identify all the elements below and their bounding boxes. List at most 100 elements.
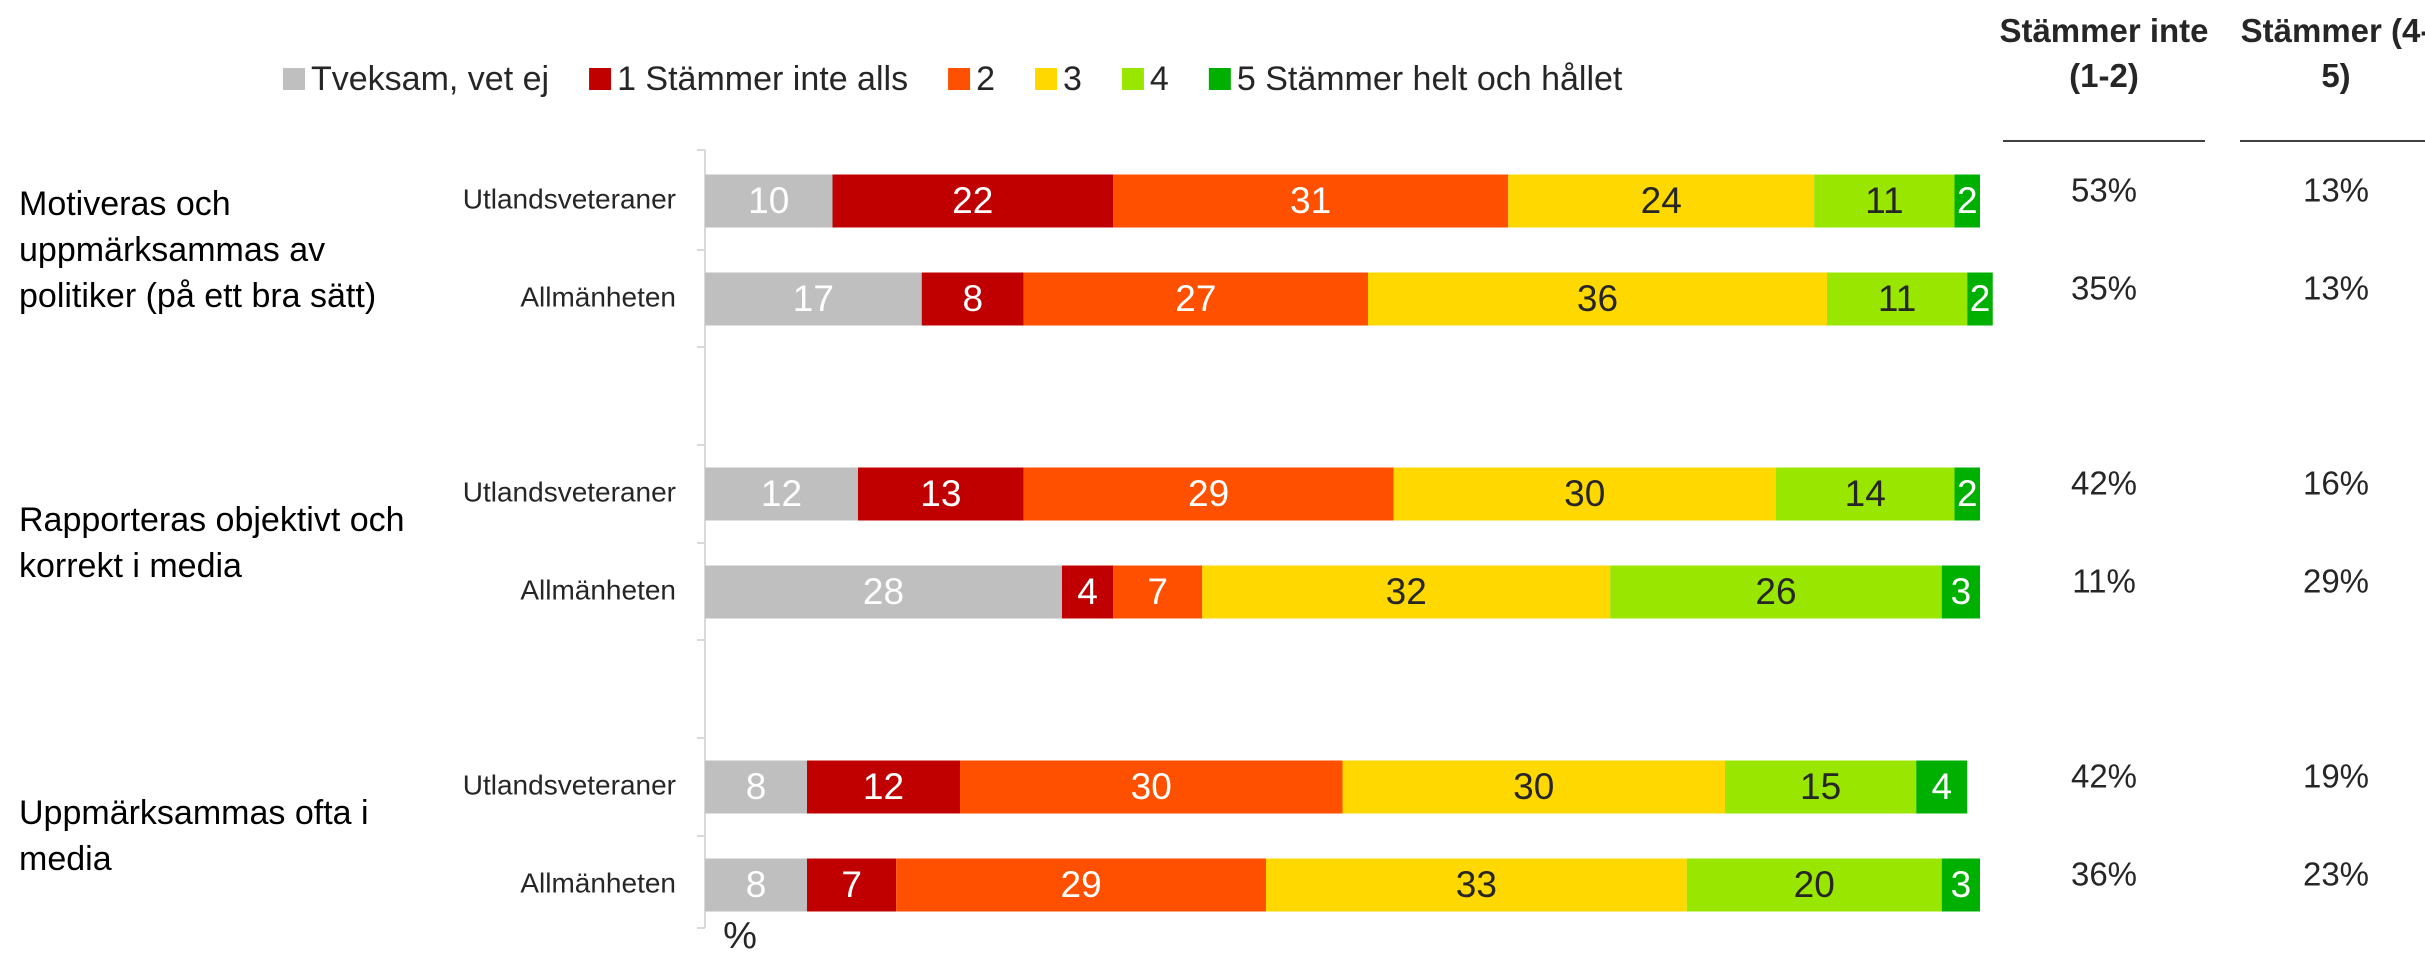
- bar-segment: [1113, 174, 1509, 228]
- column-value: 23%: [2303, 856, 2369, 893]
- bar-segment: [807, 760, 960, 814]
- bar-value-label: 10: [748, 180, 789, 221]
- bar-value-label: 26: [1755, 571, 1796, 612]
- legend-label: 4: [1150, 60, 1169, 98]
- legend-label: 2: [976, 60, 995, 98]
- legend-label: 1 Stämmer inte alls: [617, 60, 908, 98]
- bar-segment: [1266, 858, 1687, 912]
- bar-segment: [705, 565, 1062, 619]
- legend-label: Tveksam, vet ej: [311, 60, 549, 98]
- bar-value-label: 2: [1970, 278, 1991, 319]
- legend-swatch: [948, 68, 971, 90]
- bar-value-label: 28: [863, 571, 904, 612]
- column-value: 13%: [2303, 172, 2369, 209]
- bar-segment: [1916, 760, 1968, 814]
- bar-value-label: 7: [1147, 571, 1168, 612]
- bar-segment: [1023, 272, 1368, 326]
- bar-value-label: 33: [1456, 864, 1497, 905]
- bar-value-label: 30: [1131, 766, 1172, 807]
- bar-segment: [807, 858, 897, 912]
- bar-value-label: 4: [1077, 571, 1098, 612]
- legend-label: 3: [1063, 60, 1082, 98]
- bar-value-label: 32: [1386, 571, 1427, 612]
- bar-value-label: 7: [841, 864, 862, 905]
- legend-swatch: [1208, 68, 1231, 90]
- bar-segment: [705, 174, 833, 228]
- column-value: 42%: [2071, 758, 2137, 795]
- bar-value-label: 2: [1957, 180, 1978, 221]
- column-value: 42%: [2071, 465, 2137, 502]
- category-label: Allmänheten: [520, 574, 676, 605]
- category-label: Allmänheten: [520, 867, 676, 898]
- legend-swatch: [589, 68, 612, 90]
- bar-segment: [896, 858, 1266, 912]
- bar-value-label: 12: [761, 473, 802, 514]
- bar-segment: [1954, 174, 1980, 228]
- group-label: Rapporteras objektivt och korrekt i medi…: [19, 501, 405, 585]
- column-value: 29%: [2303, 563, 2369, 600]
- bar-value-label: 27: [1175, 278, 1216, 319]
- x-axis-label: %: [723, 915, 757, 954]
- bar-value-label: 24: [1641, 180, 1682, 221]
- column-value: 53%: [2071, 172, 2137, 209]
- column-header: Stämmer (4-5): [2240, 12, 2425, 94]
- bar-segment: [1941, 565, 1980, 619]
- bar-segment: [1814, 174, 1955, 228]
- bar-segment: [1941, 858, 1980, 912]
- bar-value-label: 29: [1188, 473, 1229, 514]
- bar-segment: [1610, 565, 1942, 619]
- bar-segment: [1342, 760, 1725, 814]
- bar-value-label: 4: [1931, 766, 1952, 807]
- bar-value-label: 36: [1577, 278, 1618, 319]
- bar-segment: [1954, 467, 1980, 521]
- category-label: Allmänheten: [520, 281, 676, 312]
- bar-value-label: 22: [952, 180, 993, 221]
- bar-segment: [1827, 272, 1968, 326]
- column-value: 35%: [2071, 270, 2137, 307]
- column-value: 16%: [2303, 465, 2369, 502]
- bar-segment: [705, 467, 858, 521]
- bar-value-label: 2: [1957, 473, 1978, 514]
- bar-segment: [858, 467, 1024, 521]
- legend-label: 5 Stämmer helt och hållet: [1237, 60, 1623, 98]
- category-label: Utlandsveteraner: [463, 476, 676, 507]
- bar-segment: [705, 858, 807, 912]
- bar-segment: [1368, 272, 1827, 326]
- column-value: 19%: [2303, 758, 2369, 795]
- bar-value-label: 15: [1800, 766, 1841, 807]
- category-label: Utlandsveteraner: [463, 183, 676, 214]
- bar-segment: [1202, 565, 1611, 619]
- bar-segment: [921, 272, 1024, 326]
- group-label: Motiveras och uppmärksammas av politiker…: [19, 185, 377, 315]
- bar-segment: [1023, 467, 1394, 521]
- category-label: Utlandsveteraner: [463, 769, 676, 800]
- bar-segment: [1508, 174, 1815, 228]
- bar-segment: [1776, 467, 1955, 521]
- bar-segment: [705, 760, 807, 814]
- column-header: Stämmer inte (1-2): [1999, 12, 2209, 94]
- bar-value-label: 20: [1794, 864, 1835, 905]
- column-value: 36%: [2071, 856, 2137, 893]
- bar-value-label: 29: [1061, 864, 1102, 905]
- bar-value-label: 30: [1564, 473, 1605, 514]
- bar-segment: [960, 760, 1343, 814]
- bar-value-label: 8: [962, 278, 983, 319]
- bar-value-label: 11: [1878, 278, 1916, 319]
- bar-segment: [1967, 272, 1993, 326]
- bar-value-label: 30: [1513, 766, 1554, 807]
- bar-value-label: 11: [1865, 180, 1903, 221]
- bar-value-label: 8: [746, 864, 767, 905]
- bar-value-label: 14: [1845, 473, 1886, 514]
- bar-value-label: 3: [1951, 571, 1972, 612]
- group-label: Uppmärksammas ofta i media: [19, 794, 369, 878]
- bar-value-label: 12: [863, 766, 904, 807]
- bar-segment: [1393, 467, 1776, 521]
- bar-segment: [1113, 565, 1203, 619]
- bar-value-label: 17: [793, 278, 834, 319]
- legend-swatch: [283, 68, 305, 90]
- legend-swatch: [1121, 68, 1144, 90]
- column-value: 11%: [2072, 563, 2136, 600]
- bar-value-label: 31: [1290, 180, 1331, 221]
